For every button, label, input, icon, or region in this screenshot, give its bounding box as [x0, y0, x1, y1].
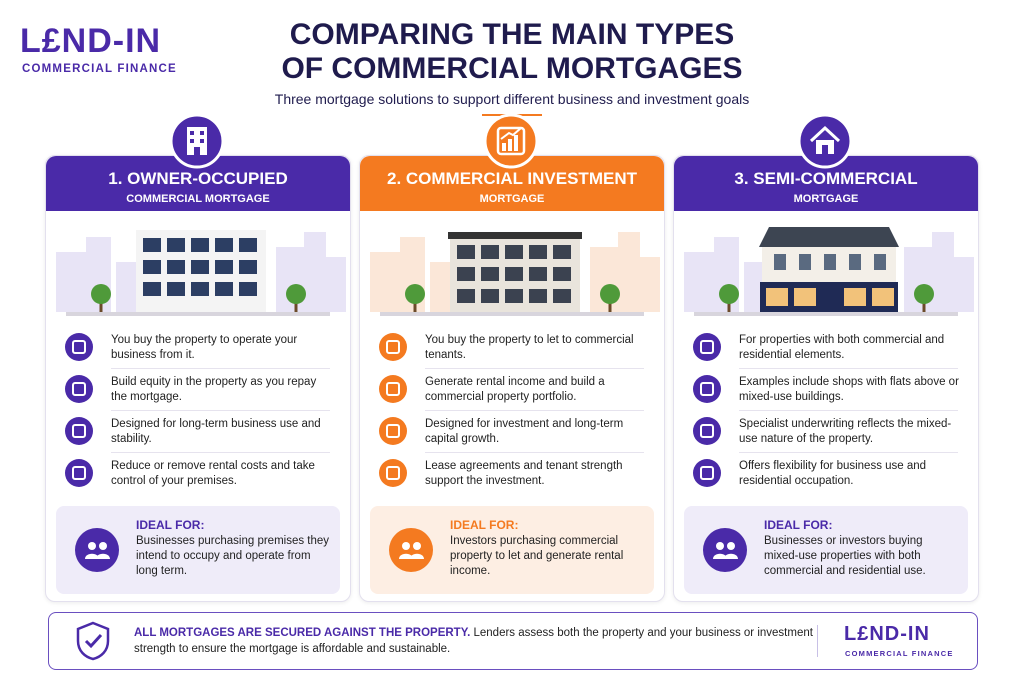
separator	[739, 452, 958, 453]
shield-icon	[76, 621, 110, 661]
point-text: For properties with both commercial and …	[739, 334, 945, 361]
card: 2. COMMERCIAL INVESTMENT MORTGAGE You buy …	[359, 155, 665, 602]
point-text: Reduce or remove rental costs and take c…	[111, 460, 315, 487]
logo-tagline: COMMERCIAL FINANCE	[22, 63, 177, 75]
point-icon	[379, 375, 407, 403]
separator	[111, 368, 330, 369]
footer-logo-name: L£ND-IN	[844, 623, 930, 645]
point-text: Build equity in the property as you repa…	[111, 376, 317, 403]
point-text: Generate rental income and build a comme…	[425, 376, 605, 403]
point-icon	[379, 459, 407, 487]
ideal-icon	[75, 528, 119, 572]
footer-logo-tagline: COMMERCIAL FINANCE	[845, 649, 954, 658]
point-icon	[693, 375, 721, 403]
point-icon	[65, 417, 93, 445]
point-text: Specialist underwriting reflects the mix…	[739, 418, 952, 445]
ideal-box: IDEAL FOR: Businesses purchasing premises…	[56, 506, 340, 594]
divider	[817, 625, 818, 657]
footer-body: Lenders assess both the property and you…	[134, 627, 813, 655]
ideal-text: Businesses or investors buying mixed-use…	[764, 535, 926, 577]
ideal-box: IDEAL FOR: Investors purchasing commercia…	[370, 506, 654, 594]
separator	[739, 410, 958, 411]
card-icon	[169, 113, 225, 169]
ideal-text: Investors purchasing commercial property…	[450, 535, 624, 577]
card-title: 3. SEMI-COMMERCIAL	[734, 169, 918, 188]
separator	[425, 452, 644, 453]
footer: ALL MORTGAGES ARE SECURED AGAINST THE PR…	[48, 612, 978, 670]
ideal-icon	[389, 528, 433, 572]
separator	[739, 368, 958, 369]
separator	[425, 368, 644, 369]
point-text: Designed for investment and long-term ca…	[425, 418, 624, 445]
footer-bold: ALL MORTGAGES ARE SECURED AGAINST THE PR…	[134, 627, 471, 639]
footer-text: ALL MORTGAGES ARE SECURED AGAINST THE PR…	[134, 625, 814, 657]
point-icon	[693, 459, 721, 487]
point-icon	[65, 375, 93, 403]
illustration	[684, 227, 974, 316]
card-subtitle: MORTGAGE	[479, 193, 545, 205]
point-icon	[693, 333, 721, 361]
ideal-text: Businesses purchasing premises they inte…	[136, 535, 330, 577]
card-icon	[797, 113, 853, 169]
card-subtitle: COMMERCIAL MORTGAGE	[126, 193, 270, 205]
point-icon	[693, 417, 721, 445]
ideal-icon	[703, 528, 747, 572]
card-title: 1. OWNER-OCCUPIED	[108, 169, 288, 188]
title: COMPARING THE MAIN TYPES	[289, 18, 735, 51]
card-icon	[483, 113, 539, 169]
card-subtitle: MORTGAGE	[793, 193, 859, 205]
logo-name: L£ND-IN	[20, 22, 162, 60]
point-text: You buy the property to operate your bus…	[111, 334, 298, 361]
card-header: 2. COMMERCIAL INVESTMENT MORTGAGE	[360, 156, 664, 211]
illustration	[370, 232, 660, 316]
title: OF COMMERCIAL MORTGAGES	[281, 52, 743, 85]
ideal-label: IDEAL FOR:	[764, 518, 833, 532]
point-icon	[379, 417, 407, 445]
point-text: You buy the property to let to commercia…	[425, 334, 634, 361]
card-header: 1. OWNER-OCCUPIED COMMERCIAL MORTGAGE	[46, 156, 350, 211]
point-text: Lease agreements and tenant strength sup…	[425, 460, 623, 487]
card-title: 2. COMMERCIAL INVESTMENT	[387, 169, 637, 188]
card: 3. SEMI-COMMERCIAL MORTGAGE For properties…	[673, 155, 979, 602]
point-icon	[379, 333, 407, 361]
ideal-label: IDEAL FOR:	[136, 518, 205, 532]
point-icon	[65, 333, 93, 361]
point-icon	[65, 459, 93, 487]
point-text: Offers flexibility for business use and …	[739, 460, 927, 487]
point-text: Examples include shops with flats above …	[739, 376, 959, 403]
point-text: Designed for long-term business use and …	[111, 418, 321, 445]
separator	[425, 410, 644, 411]
ideal-label: IDEAL FOR:	[450, 518, 519, 532]
subtitle: Three mortgage solutions to support diff…	[274, 91, 750, 107]
separator	[111, 410, 330, 411]
ideal-box: IDEAL FOR: Businesses or investors buying…	[684, 506, 968, 594]
card: 1. OWNER-OCCUPIED COMMERCIAL MORTGAGE You …	[45, 155, 351, 602]
illustration	[56, 230, 346, 316]
separator	[111, 452, 330, 453]
